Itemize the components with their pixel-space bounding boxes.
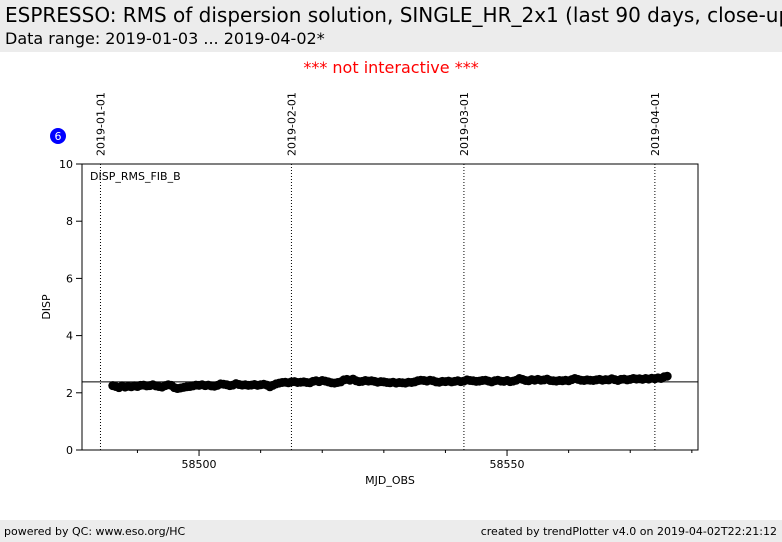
date-marker-label: 2019-03-01 xyxy=(458,92,471,156)
date-marker-label: 2019-04-01 xyxy=(649,92,662,156)
count-badge-value: 6 xyxy=(55,130,62,143)
date-marker-label: 2019-01-01 xyxy=(94,92,107,156)
footer-credit: powered by QC: www.eso.org/HC xyxy=(4,525,186,538)
y-axis-label: DISP xyxy=(40,294,53,320)
count-badge-circle xyxy=(50,128,66,144)
y-tick-label: 6 xyxy=(66,272,73,285)
footer-generator: created by trendPlotter v4.0 on 2019-04-… xyxy=(480,525,777,538)
not-interactive-notice: *** not interactive *** xyxy=(303,58,479,77)
date-marker-label: 2019-02-01 xyxy=(285,92,298,156)
data-point xyxy=(662,371,672,381)
page-title: ESPRESSO: RMS of dispersion solution, SI… xyxy=(5,3,782,27)
x-axis-ticks: 58500 58550 xyxy=(136,450,693,471)
data-range-subtitle: Data range: 2019-01-03 ... 2019-04-02* xyxy=(5,29,325,48)
x-tick-label: 58500 xyxy=(182,458,217,471)
y-tick-label: 2 xyxy=(66,387,73,400)
trend-chart: 6 2019-01-01 2019-02-01 2019-03-01 2019-04-… xyxy=(40,92,699,487)
footer-bar: powered by QC: www.eso.org/HC created by… xyxy=(0,520,782,542)
y-axis-ticks: 0 2 4 6 8 10 xyxy=(59,158,82,457)
x-axis-label: MJD_OBS xyxy=(365,474,415,487)
y-tick-label: 8 xyxy=(66,215,73,228)
data-points xyxy=(108,371,672,394)
x-tick-label: 58550 xyxy=(490,458,525,471)
series-label: DISP_RMS_FIB_B xyxy=(90,170,181,183)
y-tick-label: 4 xyxy=(66,330,73,343)
y-tick-label: 10 xyxy=(59,158,73,171)
header-bar: ESPRESSO: RMS of dispersion solution, SI… xyxy=(0,0,782,52)
y-tick-label: 0 xyxy=(66,444,73,457)
count-badge: 6 xyxy=(50,128,66,144)
date-markers: 2019-01-01 2019-02-01 2019-03-01 2019-04-01 xyxy=(94,92,662,450)
plot-frame xyxy=(81,163,699,451)
